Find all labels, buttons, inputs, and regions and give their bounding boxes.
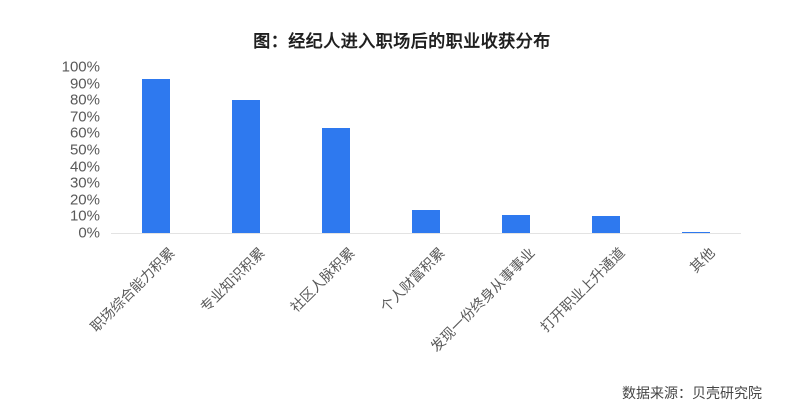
x-tick-label: 个人财富积累 (377, 244, 448, 316)
chart-title: 图：经纪人进入职场后的职业收获分布 (253, 32, 551, 51)
bar (322, 128, 350, 233)
y-tick-label: 40% (69, 158, 100, 176)
bar (502, 215, 530, 233)
y-tick-label: 20% (69, 191, 100, 209)
x-tick-label: 打开职业上升通道 (537, 244, 628, 335)
plot-area (111, 67, 741, 234)
y-tick-label: 30% (69, 174, 100, 192)
y-tick-label: 90% (69, 75, 100, 93)
x-axis-labels: 职场综合能力积累 专业知识积累 社区人脉积累 个人财富积累 发现一份终身从事事业 打开职业… (87, 233, 741, 373)
bar (682, 232, 710, 233)
bar (232, 100, 260, 233)
y-tick-label: 70% (69, 108, 100, 126)
bar (412, 210, 440, 233)
x-axis-line (111, 233, 741, 234)
y-tick-label: 50% (69, 141, 100, 159)
y-axis: 0% 10% 20% 30% 40% 50% 60% 70% 80% 90% 100% (0, 0, 100, 410)
y-tick-label: 0% (78, 224, 100, 242)
bar (592, 216, 620, 233)
x-tick-label: 社区人脉积累 (287, 244, 358, 316)
y-tick-label: 60% (69, 124, 100, 142)
bar (142, 79, 170, 233)
y-tick-label: 100% (61, 58, 100, 76)
x-tick-label: 专业知识积累 (197, 244, 268, 316)
x-tick-label: 其他 (686, 244, 718, 276)
y-tick-label: 10% (69, 207, 100, 225)
data-source-caption: 数据来源：贝壳研究院 (622, 385, 762, 401)
y-tick-label: 80% (69, 91, 100, 109)
